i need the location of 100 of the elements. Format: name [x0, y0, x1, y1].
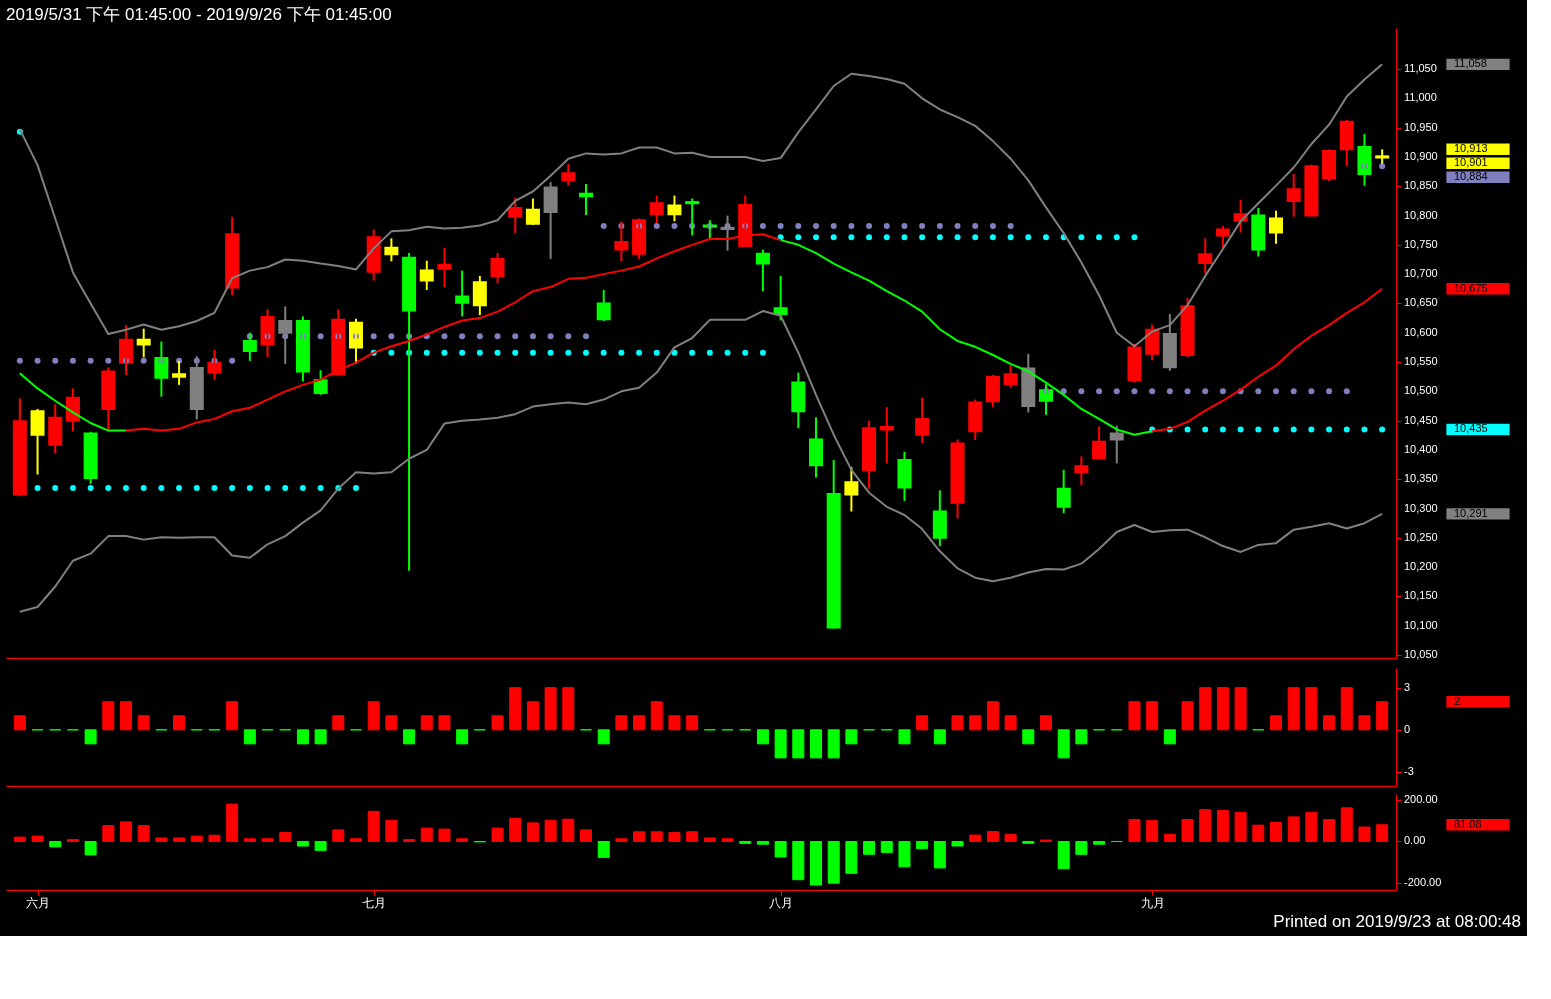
bar	[1358, 715, 1371, 731]
bar	[792, 840, 805, 881]
bar	[597, 729, 610, 745]
text: 10,884	[1454, 170, 1488, 183]
y-tick-label: 10,650	[1404, 296, 1438, 309]
bar	[509, 687, 522, 731]
bar	[243, 838, 256, 842]
bar	[916, 715, 929, 731]
bar	[756, 840, 769, 845]
bar	[509, 817, 522, 842]
bar	[385, 715, 398, 731]
bar	[420, 715, 433, 731]
y-tick-label: 10,400	[1404, 442, 1438, 455]
x-tick-label: 六月	[26, 895, 51, 910]
candlestick	[1269, 209, 1283, 245]
bar	[580, 829, 592, 842]
bar	[703, 837, 716, 842]
candlestick	[295, 315, 310, 383]
bar	[226, 701, 239, 731]
y-tick-label: 10,050	[1404, 648, 1438, 661]
candlestick	[349, 317, 363, 365]
bar	[951, 715, 964, 731]
y-tick-label: 10,150	[1404, 589, 1438, 602]
bar	[120, 701, 132, 731]
bar	[456, 729, 469, 745]
bar	[615, 715, 628, 731]
bar	[880, 840, 893, 853]
bar	[456, 838, 469, 842]
bar	[810, 729, 822, 759]
bar	[1146, 820, 1159, 842]
y-tick-label: 10,700	[1404, 267, 1438, 280]
bar	[261, 838, 274, 842]
text: 11,058	[1454, 57, 1487, 70]
bar	[668, 715, 681, 731]
y-tick-label: 10,900	[1404, 149, 1438, 162]
bar	[898, 729, 911, 745]
bar	[1270, 715, 1282, 731]
bar	[650, 701, 663, 731]
candlestick	[685, 197, 700, 237]
y-tick-label: 11,000	[1404, 91, 1437, 104]
bar	[562, 818, 575, 842]
bar	[102, 701, 115, 731]
bar	[1376, 824, 1389, 842]
y-tick-label: 10,800	[1404, 208, 1438, 221]
bar	[31, 835, 44, 842]
bar	[279, 832, 292, 842]
bar	[774, 840, 787, 858]
y-tick-label: 0	[1404, 722, 1411, 735]
bar	[845, 729, 858, 745]
candlestick	[154, 340, 169, 398]
bar	[1340, 807, 1353, 842]
bar	[898, 840, 911, 868]
bar	[243, 729, 256, 745]
bar	[491, 827, 504, 842]
text: 2	[1454, 694, 1461, 707]
bar	[1181, 701, 1194, 731]
bar	[650, 831, 663, 842]
bar	[1216, 810, 1229, 842]
bar	[1270, 821, 1282, 842]
bar	[137, 825, 150, 842]
bar	[668, 832, 681, 842]
bar	[332, 715, 345, 731]
x-tick-label: 七月	[362, 895, 387, 910]
bar	[190, 835, 203, 842]
bar	[1252, 824, 1265, 842]
candlestick	[260, 308, 275, 359]
bar	[1323, 819, 1336, 842]
bar	[1234, 687, 1247, 731]
text: 10,435	[1454, 422, 1488, 435]
bar	[1040, 715, 1052, 731]
y-tick-label: 10,550	[1404, 355, 1438, 368]
bar	[314, 729, 327, 745]
bar	[686, 831, 699, 842]
bar	[120, 821, 132, 842]
bar	[526, 822, 539, 842]
bar	[403, 729, 416, 745]
text: 10,913	[1454, 142, 1488, 155]
y-tick-label: 200.00	[1404, 793, 1438, 806]
bar	[1323, 715, 1336, 731]
bar	[1093, 840, 1106, 845]
bar	[1128, 701, 1141, 731]
bar	[155, 837, 168, 842]
bar	[1376, 701, 1389, 731]
bar	[756, 729, 769, 745]
y-tick-label: 11,050	[1404, 62, 1437, 75]
bar	[810, 840, 822, 886]
bar	[633, 831, 646, 842]
bar	[597, 840, 610, 858]
bar	[438, 715, 451, 731]
bar	[986, 701, 999, 731]
bar	[367, 810, 380, 842]
bar	[544, 819, 557, 842]
bar	[173, 715, 186, 731]
bar	[13, 836, 26, 842]
bar	[1216, 687, 1229, 731]
bar	[544, 687, 557, 731]
y-tick-label: 10,350	[1404, 472, 1438, 485]
bar	[1004, 715, 1017, 731]
bar	[420, 827, 433, 842]
bar	[1146, 701, 1159, 731]
